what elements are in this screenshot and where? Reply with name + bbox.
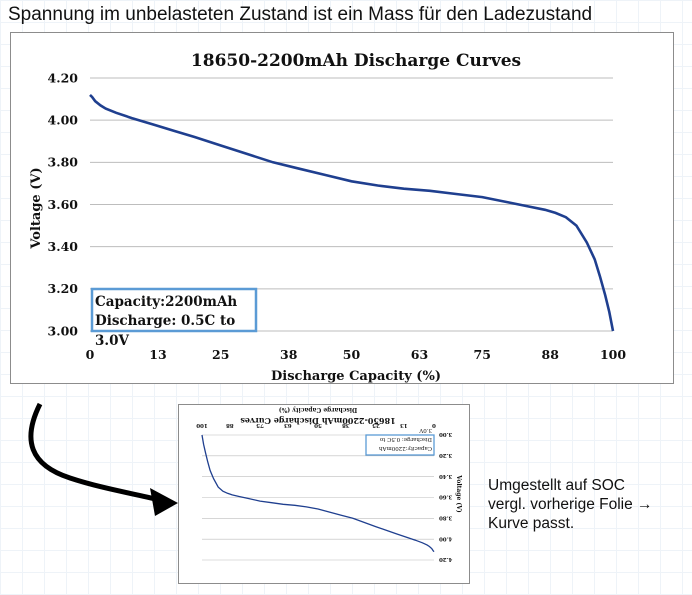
soc-chart-title: 18650-2200mAh Discharge Curves	[240, 416, 396, 426]
y-tick-label: 3.60	[439, 494, 453, 500]
x-tick-label: 38	[280, 347, 298, 362]
x-tick-label: 25	[212, 347, 229, 362]
soc-note-line-3: Kurve passt.	[488, 515, 575, 532]
y-tick-label: 3.00	[48, 323, 79, 338]
x-tick-label: 100	[600, 347, 626, 362]
x-tick-label: 63	[411, 347, 428, 362]
y-tick-label: 3.40	[48, 239, 79, 254]
soc-chart: 18650-2200mAh Discharge Curves 3.00 3.20 3…	[178, 404, 470, 584]
soc-annotation-cutoff: 3.0V	[418, 427, 432, 433]
chart-title: 18650-2200mAh Discharge Curves	[191, 51, 521, 71]
x-tick-label: 88	[542, 347, 560, 362]
annotation-capacity: Capacity:2200mAh	[95, 294, 237, 310]
y-tick-label: 3.20	[439, 452, 453, 458]
x-tick-label: 38	[342, 422, 350, 428]
annotation-box	[90, 287, 258, 333]
y-tick-label: 4.00	[439, 535, 453, 541]
x-tick-label: 13	[400, 422, 408, 428]
x-tick-label: 0	[432, 422, 436, 428]
soc-curve-line	[201, 434, 435, 553]
y-tick-label: 3.40	[439, 473, 453, 479]
soc-chart-frame	[178, 404, 470, 584]
x-tick-label: 75	[474, 347, 491, 362]
soc-annotation-discharge: Discharge: 0.5C to	[379, 436, 432, 442]
soc-y-axis-label: Voltage (V)	[455, 474, 462, 513]
soc-note: Umgestellt auf SOC vergl. vorherige Foli…	[488, 476, 688, 533]
y-tick-label: 3.20	[48, 281, 79, 296]
annotation-discharge: Discharge: 0.5C to	[95, 313, 235, 329]
y-axis-label: Voltage (V)	[29, 167, 44, 249]
y-tick-label: 4.00	[48, 113, 79, 128]
y-tick-label: 3.80	[439, 514, 453, 520]
discharge-chart: 18650-2200mAh Discharge Curves 3.00 3.20 3…	[10, 32, 674, 384]
x-tick-label: 100	[196, 422, 208, 428]
soc-annotation-capacity: Capacity:2200mAh	[379, 445, 432, 451]
soc-x-axis-label: Discharge Capacity (%)	[279, 406, 358, 413]
discharge-curve-line	[89, 93, 615, 332]
slide-title: Spannung im unbelasteten Zustand ist ein…	[8, 4, 593, 25]
y-tick-label: 3.80	[48, 155, 79, 170]
x-tick-label: 13	[149, 347, 166, 362]
x-tick-label: 75	[256, 422, 264, 428]
soc-annotation-box	[365, 434, 435, 456]
x-tick-label: 50	[314, 422, 322, 428]
x-tick-label: 63	[284, 422, 292, 428]
x-tick-label: 25	[372, 422, 380, 428]
x-tick-label: 0	[86, 347, 95, 362]
y-tick-label: 3.60	[48, 197, 79, 212]
x-tick-label: 88	[226, 422, 234, 428]
soc-note-line-2: vergl. vorherige Folie →	[488, 496, 653, 513]
x-axis-label: Discharge Capacity (%)	[271, 369, 441, 384]
x-tick-label: 50	[343, 347, 361, 362]
y-tick-label: 4.20	[439, 556, 453, 562]
arrow-head	[150, 488, 178, 516]
arrow-shaft	[28, 402, 161, 503]
annotation-cutoff: 3.0V	[95, 333, 129, 349]
soc-note-line-1: Umgestellt auf SOC	[488, 477, 625, 494]
y-tick-label: 4.20	[48, 70, 79, 85]
y-tick-label: 3.00	[439, 431, 453, 437]
